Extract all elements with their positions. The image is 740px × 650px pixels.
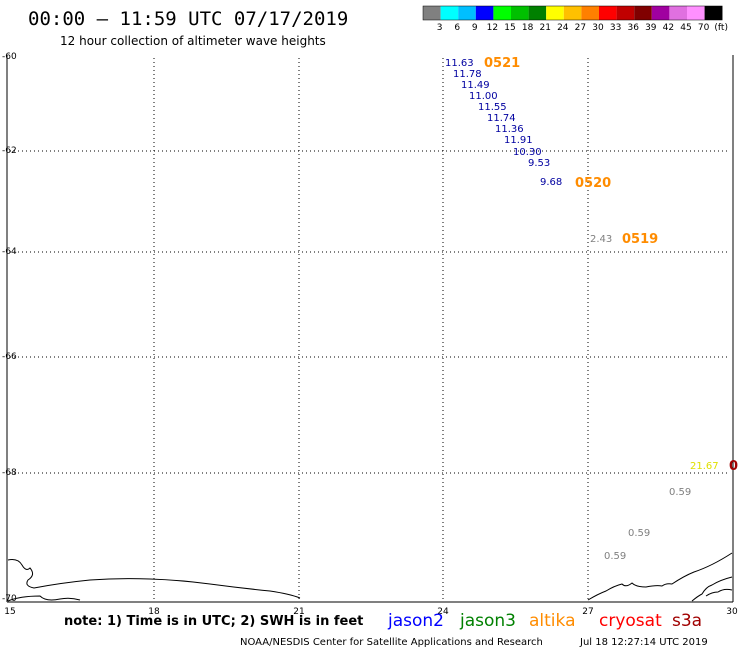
footer-credit: NOAA/NESDIS Center for Satellite Applica… (240, 637, 543, 648)
wave-height-label: 11.55 (478, 102, 507, 113)
pass-time-labels: 0521 0520 0519 0 (484, 56, 738, 474)
scale-label: 3 (437, 23, 443, 33)
scale-swatch (546, 6, 564, 20)
mission-jason2: jason2 (387, 611, 444, 631)
scale-label: 39 (645, 23, 657, 33)
graticule (10, 58, 730, 600)
map-frame (6, 55, 734, 603)
lon-label: 15 (4, 607, 15, 617)
pass-time-label: 0 (729, 459, 738, 474)
mission-s3a: s3a (672, 611, 702, 631)
mission-altika: altika (529, 611, 576, 631)
scale-label: 24 (557, 23, 569, 33)
wave-height-label: 11.63 (445, 58, 474, 69)
footer-timestamp: Jul 18 12:27:14 UTC 2019 (579, 637, 708, 648)
scale-swatch (440, 6, 459, 20)
scale-swatch (687, 6, 705, 20)
scale-swatch (475, 6, 494, 20)
wave-height-label: 11.91 (504, 135, 533, 146)
map-title: 00:00 – 11:59 UTC 07/17/2019 (28, 8, 348, 30)
scale-label: 15 (504, 23, 515, 33)
wave-height-labels: 11.63 11.78 11.49 11.00 11.55 11.74 11.3… (445, 58, 719, 562)
scale-label: 6 (454, 23, 460, 33)
wave-height-label: 0.59 (669, 487, 691, 498)
wave-height-label: 0.59 (604, 551, 626, 562)
pass-time-label: 0519 (622, 232, 658, 247)
lat-label: -68 (2, 468, 17, 478)
lat-label: -66 (2, 352, 17, 362)
wave-height-label: 2.43 (590, 234, 612, 245)
scale-label: 27 (575, 23, 586, 33)
scale-label: 12 (487, 23, 498, 33)
wave-height-label: 11.00 (469, 91, 498, 102)
coastline (7, 552, 733, 602)
pass-time-label: 0520 (575, 176, 611, 191)
color-scale-legend: 3 6 9 12 15 18 21 24 27 30 33 36 39 42 45 70 (ft) (422, 5, 728, 33)
scale-swatch (634, 6, 652, 20)
wave-height-label: 10.30 (513, 147, 542, 158)
footer-note: note: 1) Time is in UTC; 2) SWH is in fe… (64, 614, 363, 629)
scale-label: 33 (610, 23, 621, 33)
scale-swatch (581, 6, 599, 20)
scale-swatch (616, 6, 635, 20)
lat-label: -60 (2, 52, 17, 62)
scale-swatch (493, 6, 511, 20)
lon-label: 27 (582, 607, 593, 617)
wave-height-label: 11.74 (487, 113, 516, 124)
wave-height-label: 21.67 (690, 461, 719, 472)
latitude-labels: -60 -62 -64 -66 -68 -70 (2, 52, 17, 604)
scale-swatch (651, 6, 670, 20)
lat-label: -62 (2, 146, 17, 156)
scale-label: 42 (663, 23, 674, 33)
pass-time-label: 0521 (484, 56, 520, 71)
mission-legend: jason2 jason3 altika cryosat s3a (387, 611, 702, 631)
longitude-labels: 15 18 21 24 27 30 (4, 607, 738, 617)
lat-label: -70 (2, 594, 17, 604)
scale-outline (422, 5, 723, 21)
scale-label: 18 (522, 23, 534, 33)
scale-label: 30 (592, 23, 604, 33)
scale-swatch (704, 6, 723, 20)
scale-swatch (511, 6, 529, 20)
wave-height-label: 0.59 (628, 528, 650, 539)
scale-swatch (563, 6, 582, 20)
scale-swatch (599, 6, 617, 20)
lat-label: -64 (2, 247, 17, 257)
scale-swatch (423, 6, 441, 20)
scale-label: 21 (539, 23, 550, 33)
map-subtitle: 12 hour collection of altimeter wave hei… (60, 34, 326, 48)
scale-label: 36 (627, 23, 639, 33)
lon-label: 18 (148, 607, 160, 617)
scale-label: 45 (680, 23, 691, 33)
scale-label: 9 (472, 23, 478, 33)
wave-height-label: 11.78 (453, 69, 482, 80)
scale-label: (ft) (714, 23, 728, 33)
scale-swatch (669, 6, 687, 20)
scale-swatch (528, 6, 547, 20)
lon-label: 30 (726, 607, 738, 617)
scale-label: 70 (698, 23, 710, 33)
mission-cryosat: cryosat (599, 611, 662, 631)
wave-height-label: 11.36 (495, 124, 524, 135)
scale-swatch (458, 6, 476, 20)
wave-height-label: 11.49 (461, 80, 490, 91)
lon-label: 24 (437, 607, 449, 617)
lon-label: 21 (293, 607, 304, 617)
wave-height-label: 9.53 (528, 158, 550, 169)
wave-height-label: 9.68 (540, 177, 562, 188)
mission-jason3: jason3 (459, 611, 516, 631)
